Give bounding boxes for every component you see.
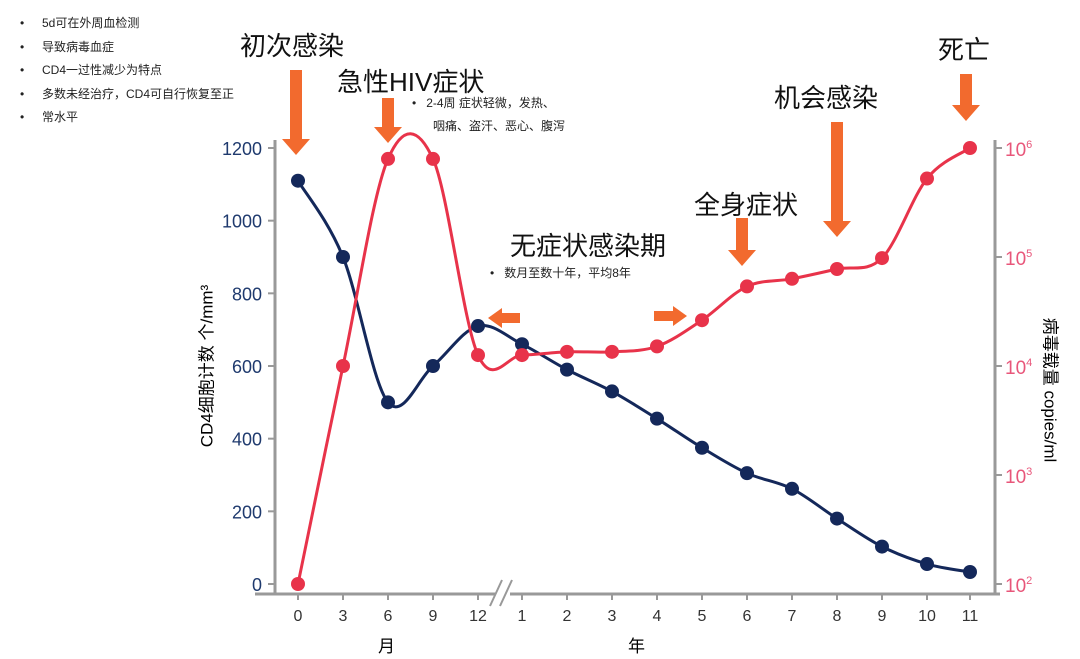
x-tick-label: 9: [429, 608, 438, 625]
label-opportunistic: 机会感染: [774, 83, 879, 113]
right-tick-label: 102: [1005, 575, 1032, 597]
x-tick-label: 3: [339, 608, 348, 625]
acute-note: • 2-4周 症状轻微，发热、 咽痛、盗汗、恶心、腹泻: [412, 96, 566, 133]
cd4-point: [336, 250, 350, 264]
note: CD4一过性减少为特点: [20, 59, 234, 83]
cd4-point: [920, 557, 934, 572]
viral-load-point: [291, 577, 305, 591]
x-tick-label: 12: [469, 608, 487, 625]
right-tick-label: 103: [1005, 466, 1032, 488]
cd4-point: [471, 319, 485, 334]
note: 多数未经治疗，CD4可自行恢复至正: [20, 83, 234, 107]
arrow-down-icon: [952, 74, 980, 121]
x-tick-label: 10: [918, 608, 936, 625]
right-tick-label: 106: [1005, 139, 1032, 161]
left-tick-label: 1000: [222, 212, 262, 232]
cd4-point: [381, 395, 395, 410]
cd4-point: [740, 466, 754, 481]
label-acute-hiv: 急性HIV症状: [337, 67, 485, 97]
note: 导致病毒血症: [20, 36, 234, 60]
x-tick-label: 7: [788, 608, 797, 625]
viral-load-point: [920, 171, 934, 186]
viral-load-point: [785, 271, 799, 286]
viral-load-point: [740, 279, 754, 294]
left-tick-label: 400: [232, 430, 262, 450]
cd4-point: [830, 511, 844, 526]
viral-load-point: [426, 151, 440, 166]
viral-load-point: [963, 141, 977, 155]
x-tick-label: 4: [653, 608, 662, 625]
x-tick-label: 3: [608, 608, 617, 625]
x-tick-label: 5: [698, 608, 707, 625]
left-tick-label: 0: [252, 575, 262, 595]
x-tick-label: 1: [518, 608, 527, 625]
label-asymptomatic: 无症状感染期: [510, 231, 667, 261]
viral-load-point: [515, 348, 529, 363]
arrow-down-icon: [823, 122, 851, 237]
label-systemic: 全身症状: [694, 190, 799, 220]
x-unit-years: 年: [628, 637, 645, 656]
note-cont: 常水平: [20, 106, 234, 130]
right-tick-label: 105: [1005, 248, 1032, 270]
viral-load-point: [381, 151, 395, 166]
cd4-point: [875, 539, 889, 554]
cd4-point: [785, 481, 799, 496]
viral-load-point: [605, 344, 619, 359]
arrow-left-icon: [488, 308, 520, 328]
x-tick-label: 8: [833, 608, 842, 625]
cd4-point: [515, 337, 529, 352]
cd4-point: [426, 359, 440, 373]
cd4-point: [291, 173, 305, 188]
viral-load-line: [296, 132, 971, 585]
viral-load-point: [471, 348, 485, 363]
viral-load-point: [830, 261, 844, 276]
label-primary-infection: 初次感染: [240, 31, 345, 61]
viral-load-point: [560, 344, 574, 359]
x-tick-label: 9: [878, 608, 887, 625]
cd4-point: [560, 362, 574, 377]
y-label-right: 病毒载量 copies/ml: [1040, 317, 1060, 463]
viral-load-point: [875, 251, 889, 266]
x-tick-label: 11: [962, 608, 979, 625]
cd4-point: [605, 384, 619, 399]
cd4-point: [963, 565, 977, 580]
left-tick-label: 800: [232, 284, 262, 304]
left-tick-label: 1200: [222, 139, 262, 159]
arrow-down-icon: [374, 98, 402, 143]
cd4-point: [695, 440, 709, 455]
label-death: 死亡: [938, 35, 991, 65]
viral-load-point: [336, 359, 350, 373]
note: 5d可在外周血检测: [20, 12, 234, 36]
cd4-point: [650, 411, 664, 426]
x-unit-months: 月: [378, 637, 395, 656]
left-tick-label: 600: [232, 357, 262, 377]
x-tick-label: 6: [743, 608, 752, 625]
viral-load-point: [650, 339, 664, 354]
viral-load-point: [695, 313, 709, 328]
asymptomatic-note: • 数月至数十年，平均8年: [490, 266, 631, 280]
left-tick-label: 200: [232, 502, 262, 522]
x-tick-label: 0: [294, 608, 303, 625]
right-tick-label: 104: [1005, 357, 1032, 379]
x-tick-label: 2: [563, 608, 572, 625]
x-tick-label: 6: [384, 608, 393, 625]
arrow-down-icon: [728, 218, 756, 266]
arrow-right-icon: [654, 306, 687, 326]
left-notes: 5d可在外周血检测 导致病毒血症 CD4一过性减少为特点 多数未经治疗，CD4可…: [20, 12, 234, 130]
arrow-down-icon: [282, 70, 310, 155]
axis-break: [489, 579, 513, 607]
y-label-left: CD4细胞计数 个/mm³: [197, 284, 217, 448]
